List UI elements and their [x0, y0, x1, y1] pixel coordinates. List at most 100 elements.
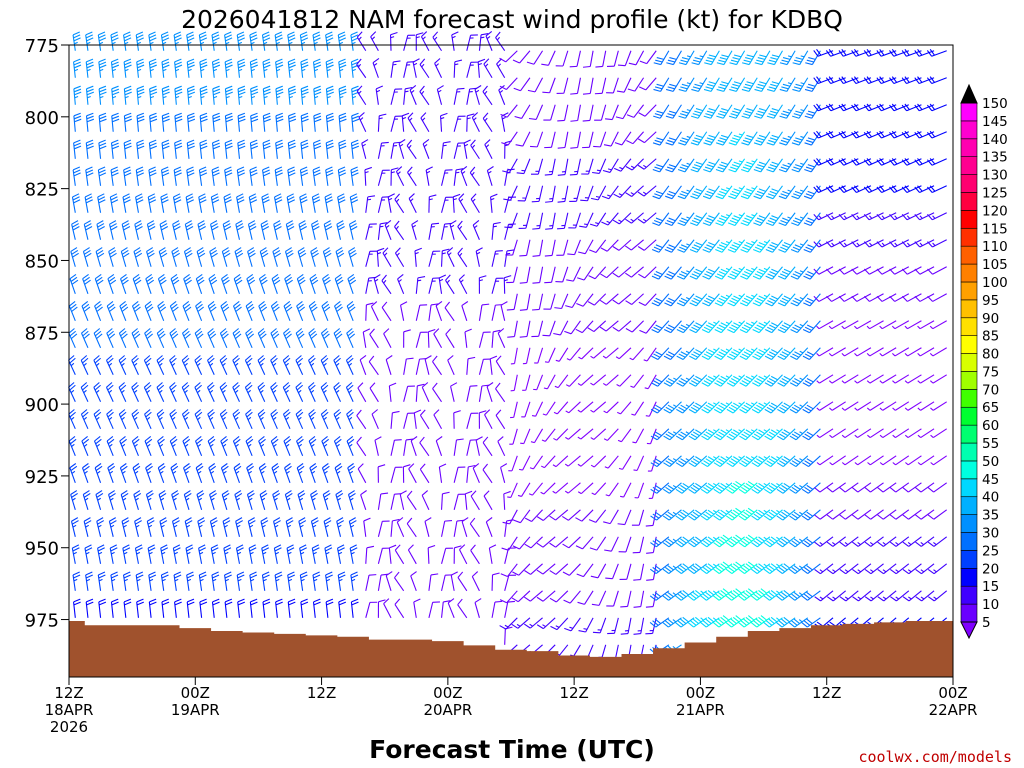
wind-barb — [511, 590, 531, 603]
wind-barb — [284, 490, 293, 510]
colorbar-swatch — [960, 353, 978, 372]
wind-barb — [237, 58, 246, 78]
wind-barb — [557, 212, 569, 230]
wind-barb — [701, 347, 720, 360]
x-tick-label: 19APR — [171, 701, 220, 719]
wind-barb — [866, 374, 884, 384]
wind-barb — [377, 113, 387, 132]
wind-barb — [841, 320, 859, 330]
wind-barb — [357, 463, 367, 484]
wind-barb — [590, 401, 607, 413]
wind-barb — [160, 193, 169, 213]
wind-barb — [741, 131, 758, 146]
wind-barb — [588, 266, 607, 280]
wind-barb — [651, 293, 670, 307]
wind-barb — [582, 104, 594, 122]
wind-barb — [652, 212, 670, 227]
wind-barb — [791, 131, 809, 146]
wind-barb — [394, 220, 405, 241]
wind-barb — [320, 409, 329, 430]
wind-barb — [579, 212, 594, 228]
wind-barb — [258, 436, 266, 457]
wind-barb — [146, 220, 156, 240]
wind-barb — [172, 193, 182, 213]
wind-barb — [377, 196, 390, 213]
wind-barb — [221, 274, 230, 294]
wind-barb — [790, 347, 809, 360]
wind-barb — [135, 571, 144, 591]
wind-barb — [763, 509, 783, 521]
wind-barb — [615, 347, 632, 360]
wind-barb — [582, 50, 594, 68]
wind-barb — [491, 221, 501, 240]
wind-barb — [788, 590, 809, 601]
wind-barb — [741, 104, 758, 119]
wind-barb — [97, 193, 106, 213]
wind-barb — [777, 347, 796, 360]
wind-barb — [739, 428, 758, 441]
wind-barb — [161, 58, 170, 78]
wind-barb — [619, 563, 632, 580]
wind-barb — [790, 239, 809, 253]
wind-barb — [399, 490, 407, 510]
wind-barb — [474, 85, 482, 105]
wind-barb — [419, 436, 430, 457]
wind-barb — [777, 374, 796, 387]
wind-barb — [851, 509, 872, 520]
wind-barb — [589, 239, 607, 254]
wind-barb — [440, 112, 448, 132]
wind-barb — [729, 77, 746, 92]
wind-barb — [470, 139, 480, 160]
wind-barb — [321, 301, 331, 321]
wind-barb — [224, 166, 233, 186]
wind-barb — [876, 266, 897, 275]
wind-barb — [198, 193, 207, 213]
wind-barb — [148, 31, 157, 51]
wind-barb — [245, 328, 255, 349]
wind-barb — [676, 401, 695, 414]
wind-barb — [927, 536, 948, 547]
wind-barb — [181, 355, 190, 376]
wind-barb — [691, 50, 708, 66]
wind-barb — [196, 247, 206, 267]
wind-barb — [715, 158, 733, 173]
wind-barb — [287, 598, 296, 618]
wind-barb — [517, 185, 531, 202]
wind-barb — [653, 104, 670, 119]
wind-barb — [198, 166, 208, 186]
wind-barb — [170, 274, 180, 294]
wind-barb — [503, 275, 512, 294]
colorbar-label: 60 — [982, 418, 999, 434]
wind-barb — [171, 247, 180, 267]
wind-barb — [333, 382, 342, 403]
wind-barb — [804, 77, 821, 92]
wind-barb — [615, 104, 632, 120]
wind-barb — [689, 293, 708, 307]
wind-barb — [223, 544, 232, 564]
wind-barb — [889, 482, 910, 493]
wind-barb — [470, 490, 480, 511]
wind-barb — [625, 266, 644, 278]
wind-barb — [222, 517, 231, 537]
wind-barb — [753, 158, 771, 173]
wind-barb — [639, 50, 657, 65]
wind-barb — [460, 166, 468, 186]
wind-barb — [156, 328, 166, 349]
wind-barb — [663, 374, 682, 387]
wind-barb — [146, 517, 155, 537]
wind-barb — [475, 247, 483, 267]
wind-barb — [816, 401, 834, 411]
wind-barb — [570, 131, 581, 149]
wind-barb — [740, 212, 758, 227]
wind-barb — [299, 571, 308, 591]
wind-barb — [157, 436, 165, 457]
wind-barb — [338, 598, 347, 618]
wind-barb — [689, 320, 708, 334]
wind-barb — [297, 247, 307, 267]
wind-barb — [675, 455, 695, 467]
wind-barb — [512, 563, 531, 576]
wind-barb — [390, 88, 403, 105]
wind-barb — [638, 77, 657, 91]
wind-barb — [639, 320, 657, 334]
wind-barb — [237, 139, 246, 159]
